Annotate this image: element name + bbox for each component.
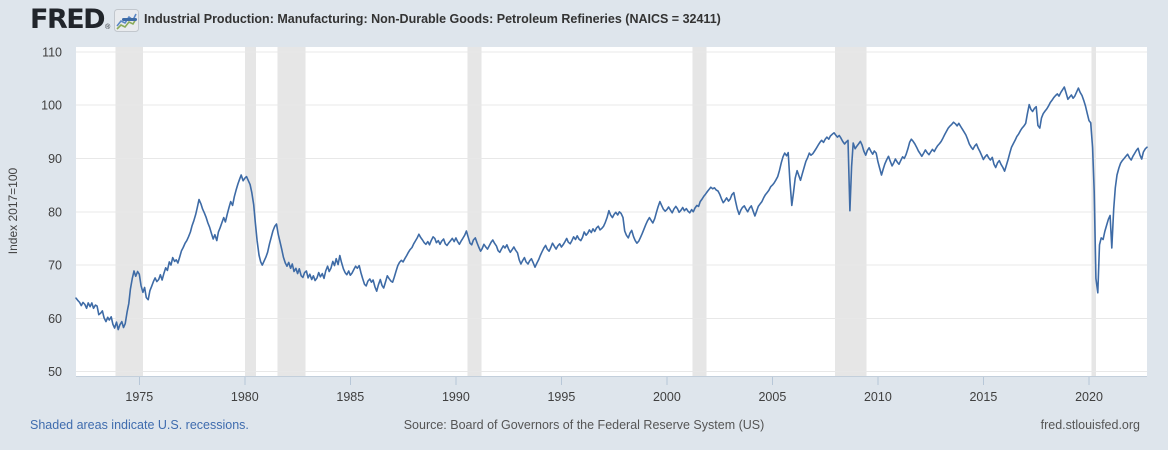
x-tick-label: 1990 — [442, 390, 470, 404]
y-tick-label: 70 — [48, 259, 62, 273]
x-tick-label: 2020 — [1075, 390, 1103, 404]
series-title: Industrial Production: Manufacturing: No… — [144, 12, 721, 26]
chart-header: FRED ® Industrial Production: Manufactur… — [0, 0, 1168, 40]
x-tick-label: 1980 — [231, 390, 259, 404]
x-tick-label: 2005 — [758, 390, 786, 404]
y-tick-label: 90 — [48, 152, 62, 166]
x-tick-label: 1985 — [336, 390, 364, 404]
fred-logo-text: FRED — [30, 4, 106, 35]
y-axis-title: Index 2017=100 — [6, 167, 20, 255]
x-tick-label: 1975 — [125, 390, 153, 404]
y-tick-label: 80 — [48, 205, 62, 219]
legend-line-swatch — [122, 17, 137, 21]
registered-trademark-mark: ® — [105, 24, 111, 31]
source-text: Source: Board of Governors of the Federa… — [403, 418, 765, 432]
x-tick-label: 2010 — [864, 390, 892, 404]
chart-legend: Industrial Production: Manufacturing: No… — [122, 12, 721, 26]
fred-site-link[interactable]: fred.stlouisfed.org — [1040, 418, 1140, 432]
x-tick-label: 2015 — [969, 390, 997, 404]
y-tick-label: 100 — [41, 99, 62, 113]
chart-footer: Shaded areas indicate U.S. recessions. S… — [0, 416, 1168, 436]
y-tick-label: 50 — [48, 365, 62, 379]
x-tick-label: 2000 — [653, 390, 681, 404]
data-series-line[interactable] — [75, 86, 1148, 331]
x-tick-label: 1995 — [547, 390, 575, 404]
recessions-note-link[interactable]: Shaded areas indicate U.S. recessions. — [30, 418, 249, 432]
y-tick-label: 110 — [42, 45, 62, 59]
fred-logo[interactable]: FRED ® — [30, 4, 140, 35]
y-tick-label: 60 — [48, 312, 62, 326]
